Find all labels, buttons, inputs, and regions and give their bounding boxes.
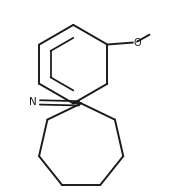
Text: O: O bbox=[134, 38, 141, 48]
Text: N: N bbox=[29, 98, 37, 107]
